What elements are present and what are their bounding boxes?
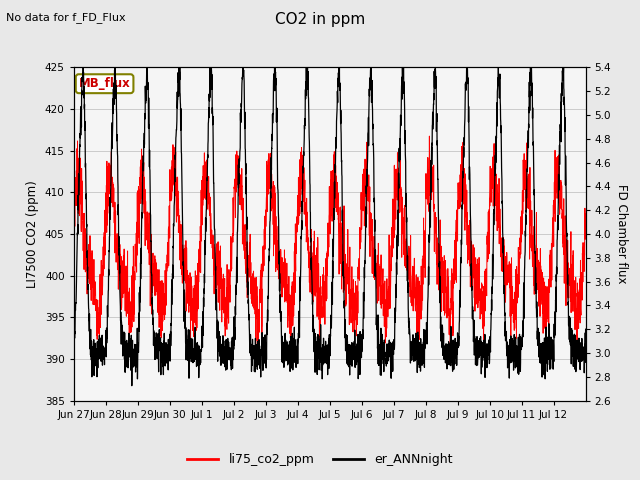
Legend: li75_co2_ppm, er_ANNnight: li75_co2_ppm, er_ANNnight: [182, 448, 458, 471]
Text: No data for f_FD_Flux: No data for f_FD_Flux: [6, 12, 126, 23]
Y-axis label: FD Chamber flux: FD Chamber flux: [615, 184, 628, 284]
Text: CO2 in ppm: CO2 in ppm: [275, 12, 365, 27]
Text: MB_flux: MB_flux: [79, 77, 131, 90]
Y-axis label: LI7500 CO2 (ppm): LI7500 CO2 (ppm): [26, 180, 39, 288]
